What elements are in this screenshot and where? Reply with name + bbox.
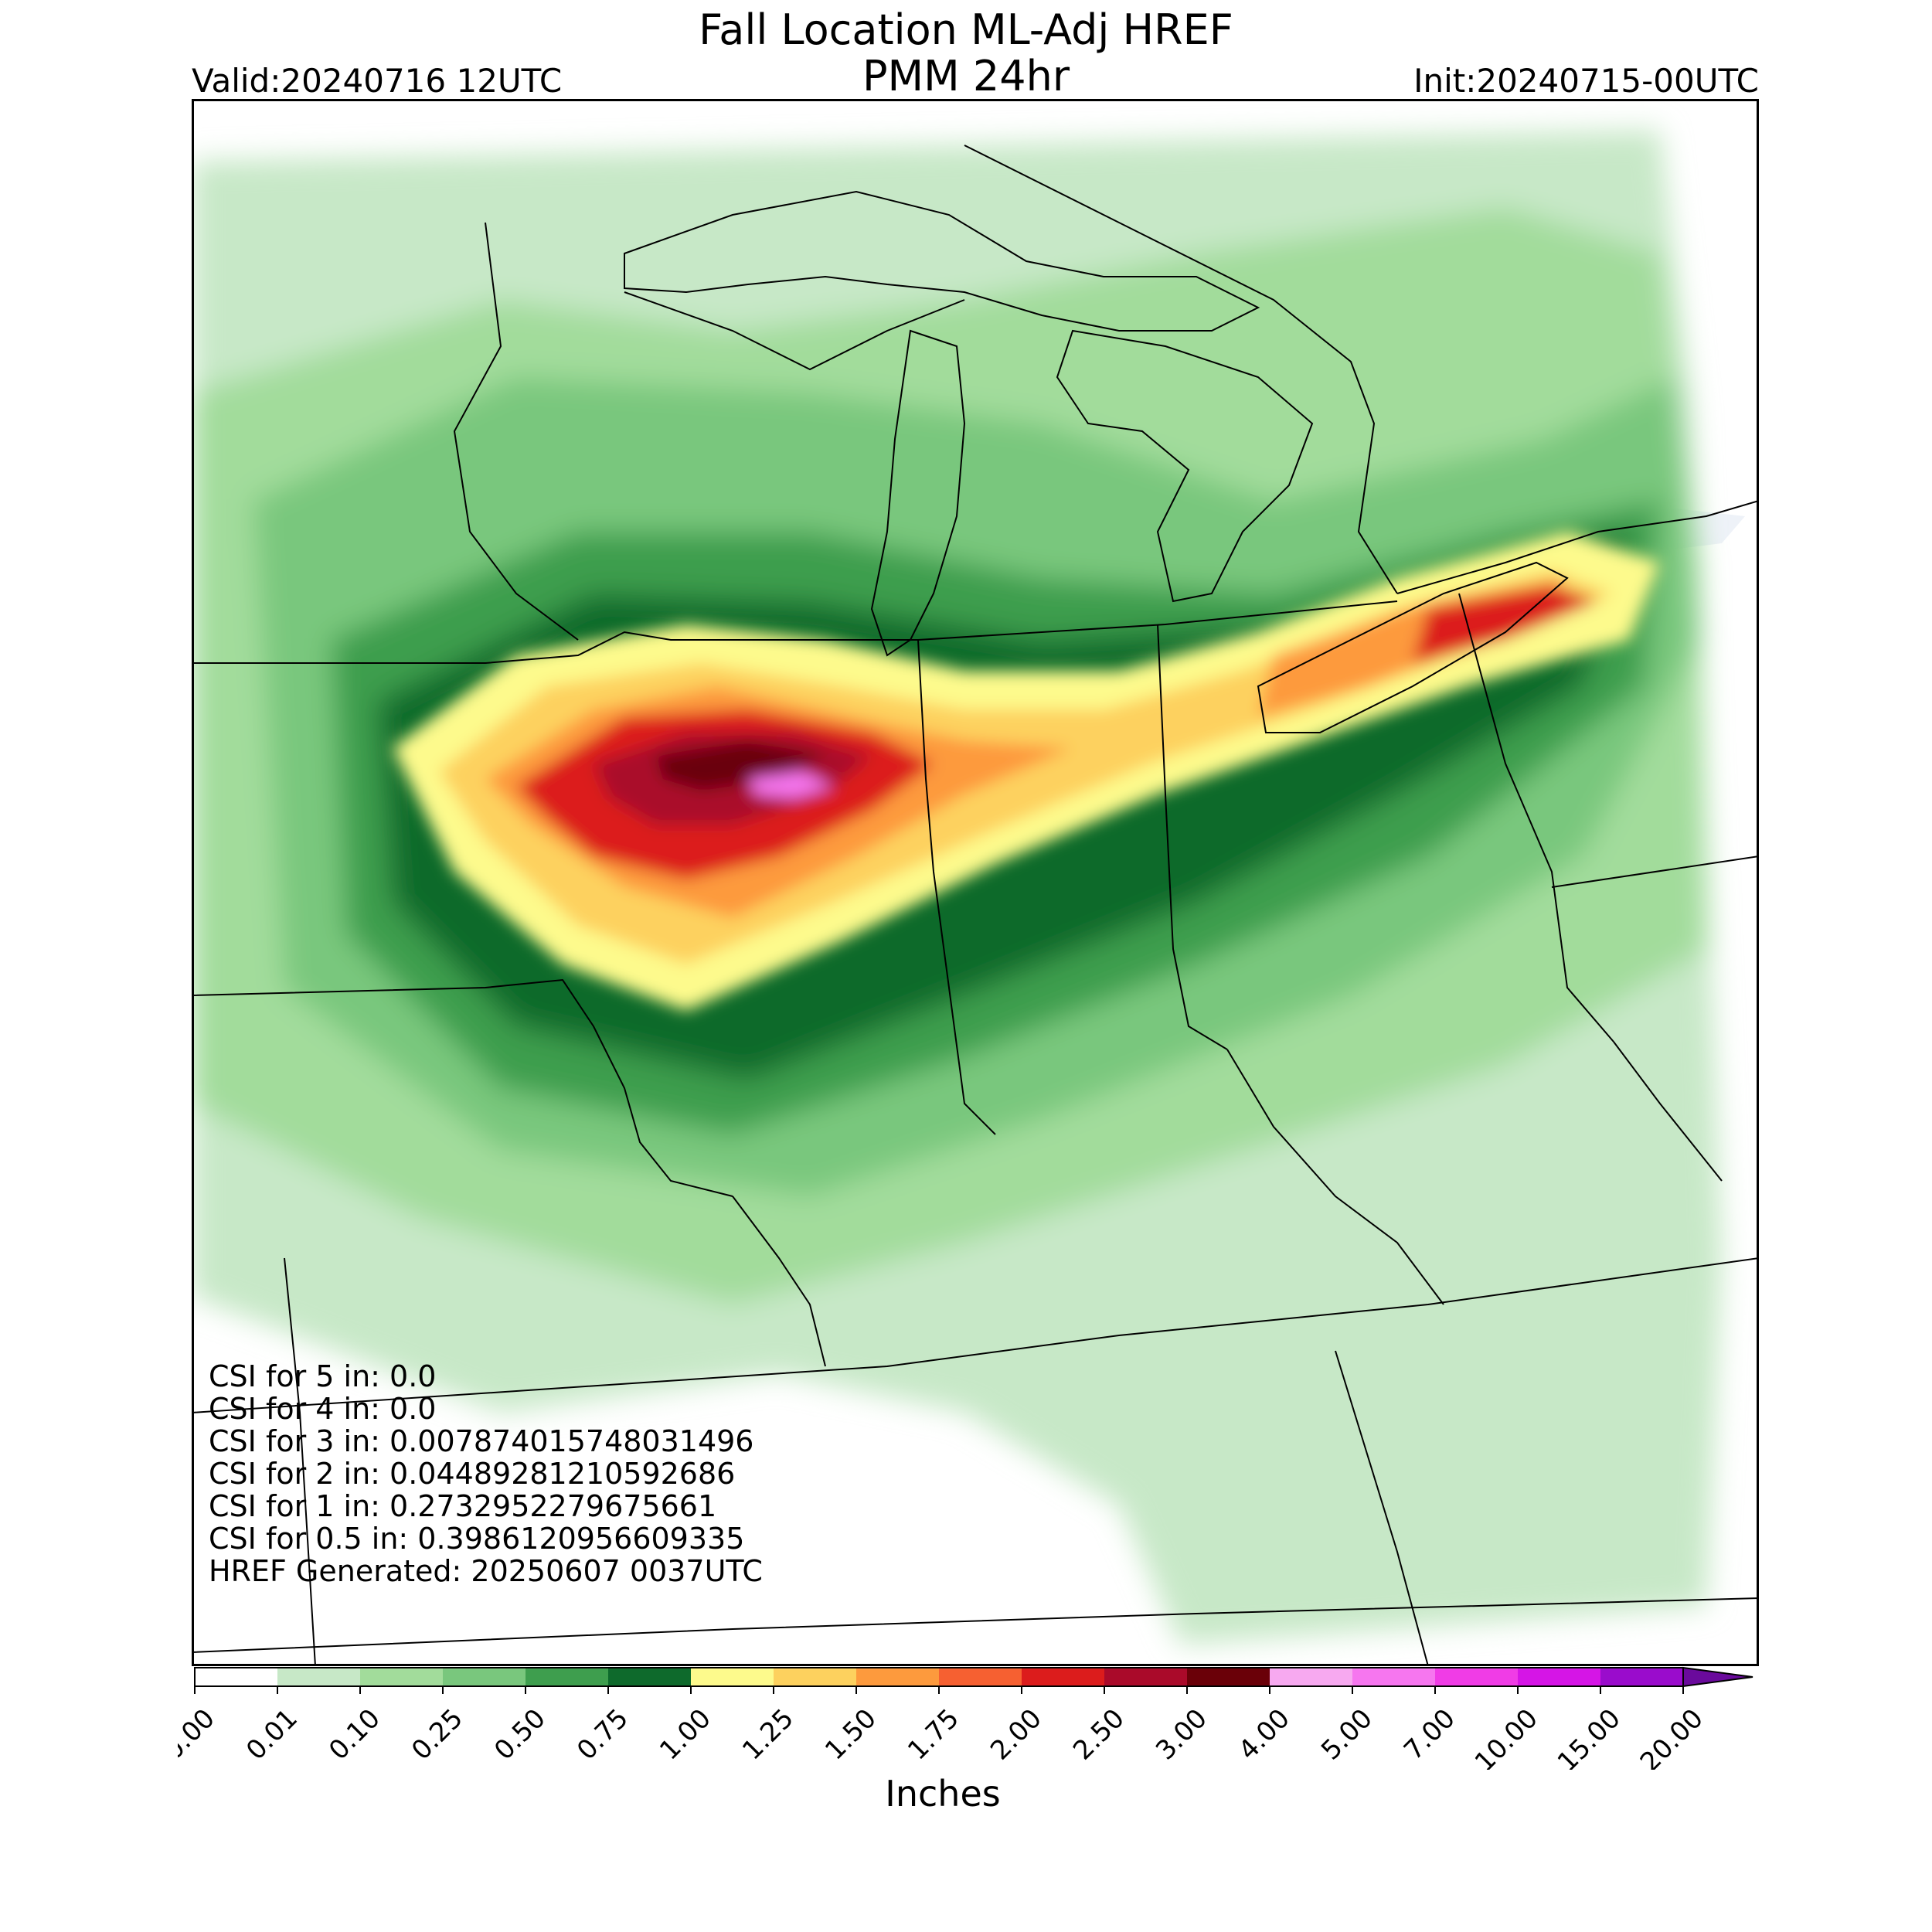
csi-stats: CSI for 5 in: 0.0 CSI for 4 in: 0.0 CSI …: [209, 1360, 763, 1587]
state-border: [1335, 1350, 1429, 1666]
colorbar-swatch: [1352, 1668, 1435, 1686]
state-border: [917, 639, 996, 1135]
colorbar-tick-label: 10.00: [1469, 1703, 1544, 1770]
csi-4in: CSI for 4 in: 0.0: [209, 1392, 437, 1426]
colorbar: 0.00 0.01 0.10 0.25 0.50 0.75 1.00 1.25 1.50 1.75…: [178, 1666, 1753, 1770]
country-border: [964, 145, 1398, 594]
state-border: [192, 600, 1398, 664]
csi-3in: CSI for 3 in: 0.007874015748031496: [209, 1424, 754, 1458]
state-border: [192, 1597, 1759, 1653]
colorbar-swatch: [1104, 1668, 1187, 1686]
state-border: [1613, 1041, 1723, 1182]
colorbar-tick-label: 0.00: [178, 1703, 221, 1767]
state-border: [192, 978, 733, 1197]
map-title: Fall Location ML-Adj HREF: [699, 5, 1233, 54]
colorbar-tick-label: 2.00: [985, 1703, 1048, 1767]
colorbar-swatch: [443, 1668, 526, 1686]
precip-core: [393, 532, 1660, 1011]
colorbar-tick-label: 7.00: [1398, 1703, 1461, 1767]
state-border: [192, 1257, 1759, 1413]
colorbar-swatch: [1518, 1668, 1600, 1686]
colorbar-swatch: [1270, 1668, 1352, 1686]
colorbar-swatch: [195, 1668, 277, 1686]
colorbar-swatch: [608, 1668, 691, 1686]
colorbar-swatch: [526, 1668, 608, 1686]
init-time: Init:20240715-00UTC: [1413, 62, 1759, 100]
colorbar-swatch: [277, 1668, 360, 1686]
colorbar-tick-label: 0.10: [323, 1703, 386, 1767]
precip-map-canvas: [192, 99, 1759, 1666]
state-border: [1226, 1049, 1444, 1305]
colorbar-swatch: [691, 1668, 774, 1686]
state-border: [453, 222, 579, 641]
colorbar-swatch: [1187, 1668, 1270, 1686]
csi-5in: CSI for 5 in: 0.0: [209, 1359, 437, 1393]
colorbar-tick-label: 5.00: [1315, 1703, 1379, 1767]
colorbar-tick-label: 1.25: [736, 1703, 800, 1767]
csi-0-5in: CSI for 0.5 in: 0.3986120956609335: [209, 1522, 745, 1556]
colorbar-tick-label: 1.75: [902, 1703, 965, 1767]
csi-2in: CSI for 2 in: 0.044892812105926​86: [209, 1457, 736, 1491]
colorbar-swatch: [1022, 1668, 1104, 1686]
precip-map: [192, 99, 1759, 1666]
state-border: [1458, 593, 1614, 1043]
state-border: [732, 1196, 826, 1367]
state-border: [1157, 624, 1228, 1050]
colorbar-tick-label: 4.00: [1233, 1703, 1296, 1767]
colorbar-tick-label: 0.50: [488, 1703, 552, 1767]
href-generated: HREF Generated: 20250607 0037UTC: [209, 1554, 763, 1588]
colorbar-tick-label: 0.75: [571, 1703, 634, 1767]
country-border: [1396, 500, 1759, 594]
csi-1in: CSI for 1 in: 0.2732952279675661: [209, 1489, 717, 1523]
colorbar-label: Inches: [885, 1773, 1001, 1815]
map-frame-border: [192, 99, 1759, 1666]
state-border: [284, 1257, 316, 1666]
colorbar-tick-label: 2.50: [1067, 1703, 1131, 1767]
colorbar-tick-label: 3.00: [1150, 1703, 1213, 1767]
colorbar-swatch: [939, 1668, 1022, 1686]
colorbar-tick-label: 0.01: [240, 1703, 304, 1767]
colorbar-tick-label: 1.50: [819, 1703, 883, 1767]
colorbar-swatch: [856, 1668, 939, 1686]
state-border: [624, 291, 965, 371]
state-border: [1551, 855, 1759, 888]
colorbar-swatch: [360, 1668, 443, 1686]
colorbar-tick-label: 15.00: [1552, 1703, 1627, 1770]
colorbar-extend-arrow: [1682, 1666, 1753, 1688]
colorbar-swatch: [774, 1668, 856, 1686]
map-subtitle: PMM 24hr: [862, 52, 1070, 100]
colorbar-tick-label: 0.25: [406, 1703, 469, 1767]
valid-time: Valid:20240716 12UTC: [192, 62, 563, 100]
colorbar-swatch: [1600, 1668, 1683, 1686]
lake-outlines: [624, 190, 1569, 733]
colorbar-tick-label: 1.00: [654, 1703, 717, 1767]
political-borders: [192, 145, 1759, 1666]
colorbar-swatch: [1435, 1668, 1518, 1686]
colorbar-tick-label: 20.00: [1634, 1703, 1709, 1770]
